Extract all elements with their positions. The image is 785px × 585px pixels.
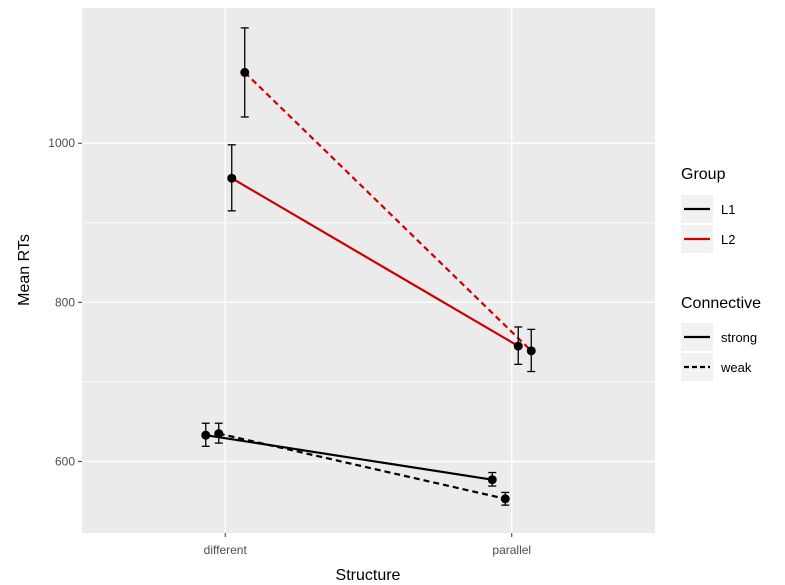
x-axis-ticks: different parallel — [204, 533, 531, 557]
plot-panel — [82, 8, 655, 533]
data-point — [526, 346, 536, 356]
legend-title: Connective — [681, 295, 761, 312]
series-line-l2-strong — [231, 177, 519, 348]
legend-label: weak — [720, 360, 752, 375]
data-point — [214, 429, 224, 439]
data-point — [487, 475, 497, 485]
legend-label: strong — [721, 330, 757, 345]
y-tick-label: 1000 — [48, 136, 75, 150]
y-axis-title: Mean RTs — [16, 234, 33, 306]
data-point — [240, 67, 250, 77]
x-tick-label: different — [204, 543, 248, 557]
y-tick-label: 600 — [55, 454, 75, 468]
legend-title: Group — [681, 166, 726, 183]
y-tick-label: 800 — [55, 295, 75, 309]
x-axis-title: Structure — [336, 567, 401, 584]
series-line-l1-weak — [218, 432, 506, 500]
series-line-l2-weak — [243, 71, 533, 352]
data-points — [201, 67, 536, 504]
data-point — [500, 494, 510, 504]
data-point — [227, 173, 237, 183]
x-tick-label: parallel — [492, 543, 531, 557]
series-lines — [205, 71, 533, 500]
legend-label: L1 — [721, 202, 735, 217]
legend-label: L2 — [721, 232, 735, 247]
data-point — [201, 430, 211, 440]
y-axis-ticks: 600 800 1000 — [48, 136, 82, 468]
data-point — [513, 341, 523, 351]
legend: Group L1 L2 Connective strong weak — [681, 166, 761, 381]
